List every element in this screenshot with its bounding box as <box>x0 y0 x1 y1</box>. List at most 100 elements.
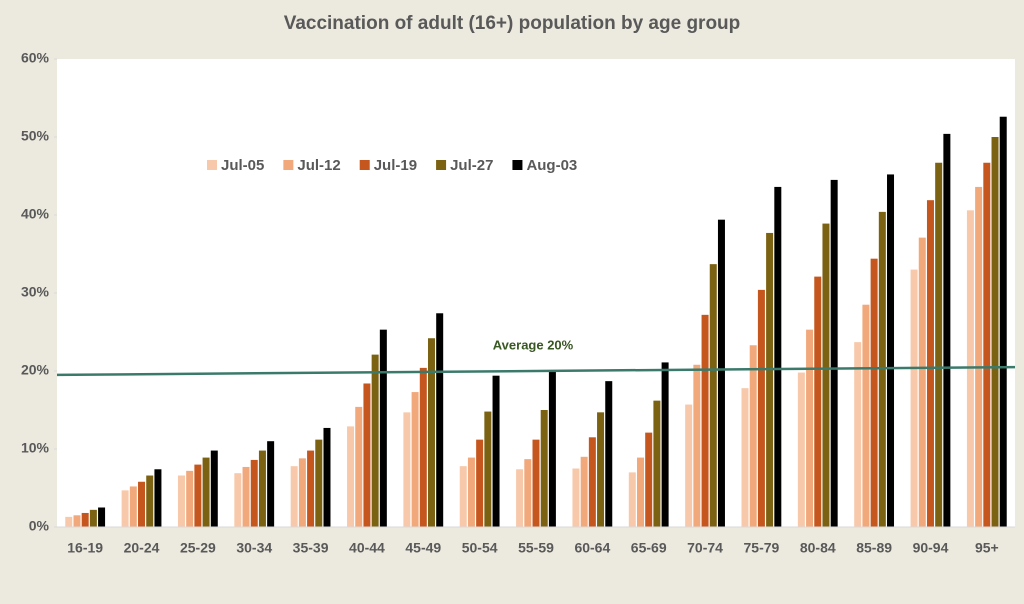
bar <box>597 412 605 527</box>
y-tick-label: 20% <box>21 362 50 378</box>
x-tick-label: 16-19 <box>67 540 103 556</box>
bar <box>709 264 717 527</box>
bar <box>323 427 331 527</box>
bar <box>65 516 73 527</box>
bar <box>870 258 878 527</box>
bar <box>427 338 435 527</box>
bar <box>797 372 805 527</box>
bar <box>637 457 645 527</box>
bar <box>749 345 757 527</box>
bar <box>741 388 749 527</box>
x-tick-label: 65-69 <box>631 540 667 556</box>
x-tick-label: 25-29 <box>180 540 216 556</box>
bar <box>129 486 137 527</box>
bar <box>548 371 556 527</box>
bar <box>983 162 991 528</box>
x-tick-label: 40-44 <box>349 540 385 556</box>
bar <box>467 457 475 527</box>
bar <box>935 162 943 528</box>
x-tick-label: 30-34 <box>236 540 272 556</box>
bar <box>766 232 774 527</box>
bar <box>307 450 315 527</box>
bar <box>524 459 532 527</box>
bar <box>918 237 926 527</box>
legend-swatch <box>207 160 217 170</box>
bar <box>516 469 524 527</box>
bar <box>910 269 918 527</box>
x-tick-label: 95+ <box>975 540 999 556</box>
x-tick-label: 85-89 <box>856 540 892 556</box>
bar <box>81 512 89 527</box>
bar <box>492 375 500 527</box>
y-tick-label: 50% <box>21 128 50 144</box>
bar <box>436 313 444 527</box>
y-tick-label: 40% <box>21 206 50 222</box>
bar <box>814 276 822 527</box>
x-tick-label: 60-64 <box>574 540 610 556</box>
bar <box>862 304 870 527</box>
bar <box>403 412 411 527</box>
bar <box>298 458 306 527</box>
bar <box>250 459 258 527</box>
x-tick-label: 70-74 <box>687 540 723 556</box>
bar <box>363 383 371 527</box>
bar <box>975 186 983 528</box>
bar <box>484 411 492 527</box>
y-tick-label: 30% <box>21 284 50 300</box>
bar <box>757 289 765 527</box>
bar <box>476 439 484 527</box>
x-tick-label: 35-39 <box>293 540 329 556</box>
bar <box>379 329 387 527</box>
bar <box>887 174 895 527</box>
bar <box>258 450 266 527</box>
bar <box>806 329 814 527</box>
legend-swatch <box>436 160 447 170</box>
bar <box>717 219 725 527</box>
legend-swatch <box>359 160 370 170</box>
x-tick-label: 75-79 <box>744 540 780 556</box>
x-tick-label: 20-24 <box>124 540 160 556</box>
average-line <box>56 365 1016 377</box>
legend-label: Aug-03 <box>526 157 577 174</box>
bar <box>588 437 596 527</box>
bar <box>661 362 669 527</box>
bar <box>580 456 588 527</box>
bar <box>290 466 298 527</box>
x-tick-label: 80-84 <box>800 540 836 556</box>
bar <box>822 223 830 527</box>
bar <box>267 441 275 527</box>
bar <box>177 475 185 527</box>
bar <box>774 186 782 528</box>
bar <box>999 116 1007 527</box>
bar <box>202 457 210 527</box>
x-tick-label: 55-59 <box>518 540 554 556</box>
bar <box>146 475 154 527</box>
bar <box>411 392 419 527</box>
legend-label: Jul-19 <box>374 157 417 174</box>
bar <box>540 410 548 527</box>
bar <box>605 381 613 527</box>
bar <box>459 466 467 527</box>
bar <box>653 400 661 527</box>
bar <box>926 200 934 527</box>
bar <box>355 406 363 527</box>
bar <box>121 490 129 527</box>
bar <box>685 404 693 527</box>
bar <box>878 211 886 527</box>
legend-label: Jul-12 <box>297 157 340 174</box>
y-tick-label: 0% <box>29 518 50 534</box>
bar <box>73 515 81 527</box>
bar <box>315 439 323 527</box>
bar <box>419 367 427 527</box>
bar <box>89 509 97 527</box>
bar <box>854 342 862 527</box>
legend-swatch <box>512 160 523 170</box>
bar <box>186 470 194 527</box>
bar <box>943 133 951 527</box>
bar <box>347 426 355 527</box>
bar <box>572 468 580 527</box>
bar <box>242 466 250 527</box>
bar <box>98 507 106 527</box>
